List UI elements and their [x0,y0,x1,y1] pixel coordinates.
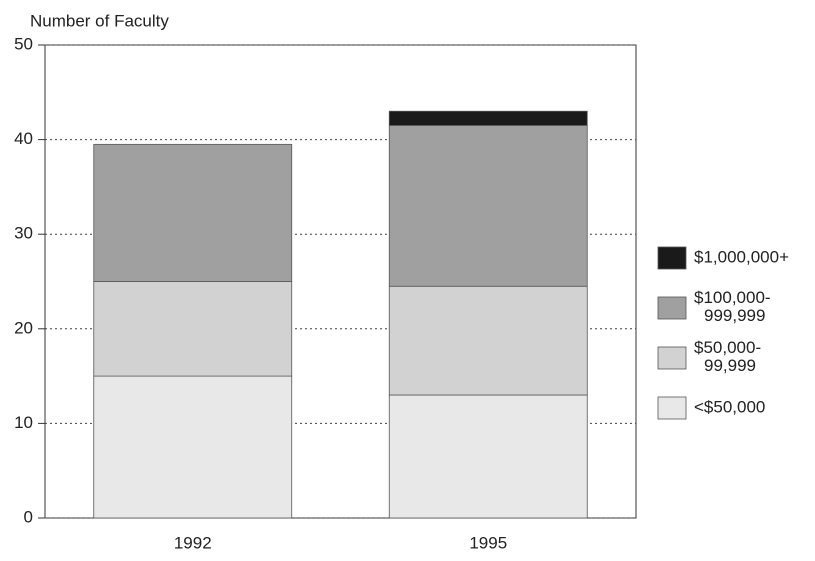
legend-swatch [657,246,687,270]
y-axis-label: Number of Faculty [30,11,169,30]
bar-segment [388,285,588,396]
legend-label: $1,000,000+ [694,247,789,266]
y-tick-label: 30 [14,224,33,243]
y-tick-label: 40 [14,129,33,148]
bar-segment [93,375,293,519]
x-tick-label: 1995 [469,533,507,552]
bar-segment [93,143,293,282]
legend-swatch [657,296,687,320]
legend-swatch [657,346,687,370]
legend-label: $100,000-999,999 [694,288,771,325]
legend-label: <$50,000 [694,397,765,416]
bar-segment [388,394,588,519]
bar-segment [93,281,293,377]
legend-label: $50,000-99,999 [694,338,761,375]
bar-segment [388,110,588,126]
y-tick-label: 50 [14,34,33,53]
y-tick-label: 0 [24,507,33,526]
legend-swatch [657,396,687,420]
x-tick-label: 1992 [174,533,212,552]
y-tick-label: 10 [14,413,33,432]
y-tick-label: 20 [14,318,33,337]
bar-segment [388,125,588,287]
